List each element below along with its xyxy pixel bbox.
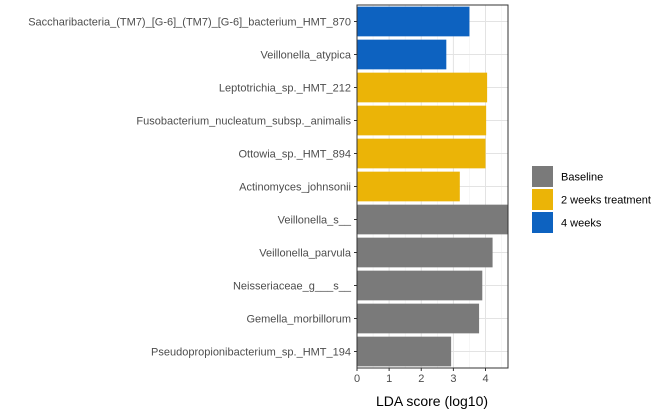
bar [357,6,470,37]
bar [357,72,488,103]
y-tick-label: Actinomyces_johnsonii [239,182,351,194]
y-tick-label: Veillonella_s__ [278,215,352,227]
x-axis-title: LDA score (log10) [376,393,488,409]
y-tick-label: Saccharibacteria_(TM7)_[G-6]_(TM7)_[G-6]… [28,17,351,29]
x-tick-label: 4 [482,373,488,385]
bars [357,6,508,367]
legend: Baseline 2 weeks treatment 4 weeks [532,166,651,233]
legend-label: 2 weeks treatment [561,195,651,207]
legend-key [532,166,553,187]
bar [357,204,508,235]
x-tick-label: 1 [386,373,392,385]
y-tick-label: Veillonella_atypica [260,50,351,62]
x-tick-label: 3 [450,373,456,385]
y-tick-label: Gemella_morbillorum [246,314,351,326]
y-axis-labels: Saccharibacteria_(TM7)_[G-6]_(TM7)_[G-6]… [28,17,357,359]
x-tick-label: 0 [354,373,360,385]
y-tick-label: Leptotrichia_sp._HMT_212 [219,83,351,95]
y-tick-label: Pseudopropionibacterium_sp._HMT_194 [151,347,351,359]
bar [357,39,447,70]
legend-label: 4 weeks [561,218,602,230]
panel-border [356,4,509,369]
bar [357,336,452,367]
x-axis: 0 1 2 3 4 [354,368,489,385]
bar [357,171,460,202]
legend-key [532,189,553,210]
legend-key [532,212,553,233]
bar [357,303,480,334]
y-tick-label: Fusobacterium_nucleatum_subsp._animalis [136,116,351,128]
bar [357,138,486,169]
legend-label: Baseline [561,172,603,184]
bar [357,105,487,136]
y-tick-label: Ottowia_sp._HMT_894 [239,149,352,161]
x-tick-label: 2 [418,373,424,385]
y-tick-label: Neisseriaceae_g___s__ [233,281,352,293]
bar [357,237,493,268]
y-tick-label: Veillonella_parvula [259,248,352,260]
bar [357,270,483,301]
